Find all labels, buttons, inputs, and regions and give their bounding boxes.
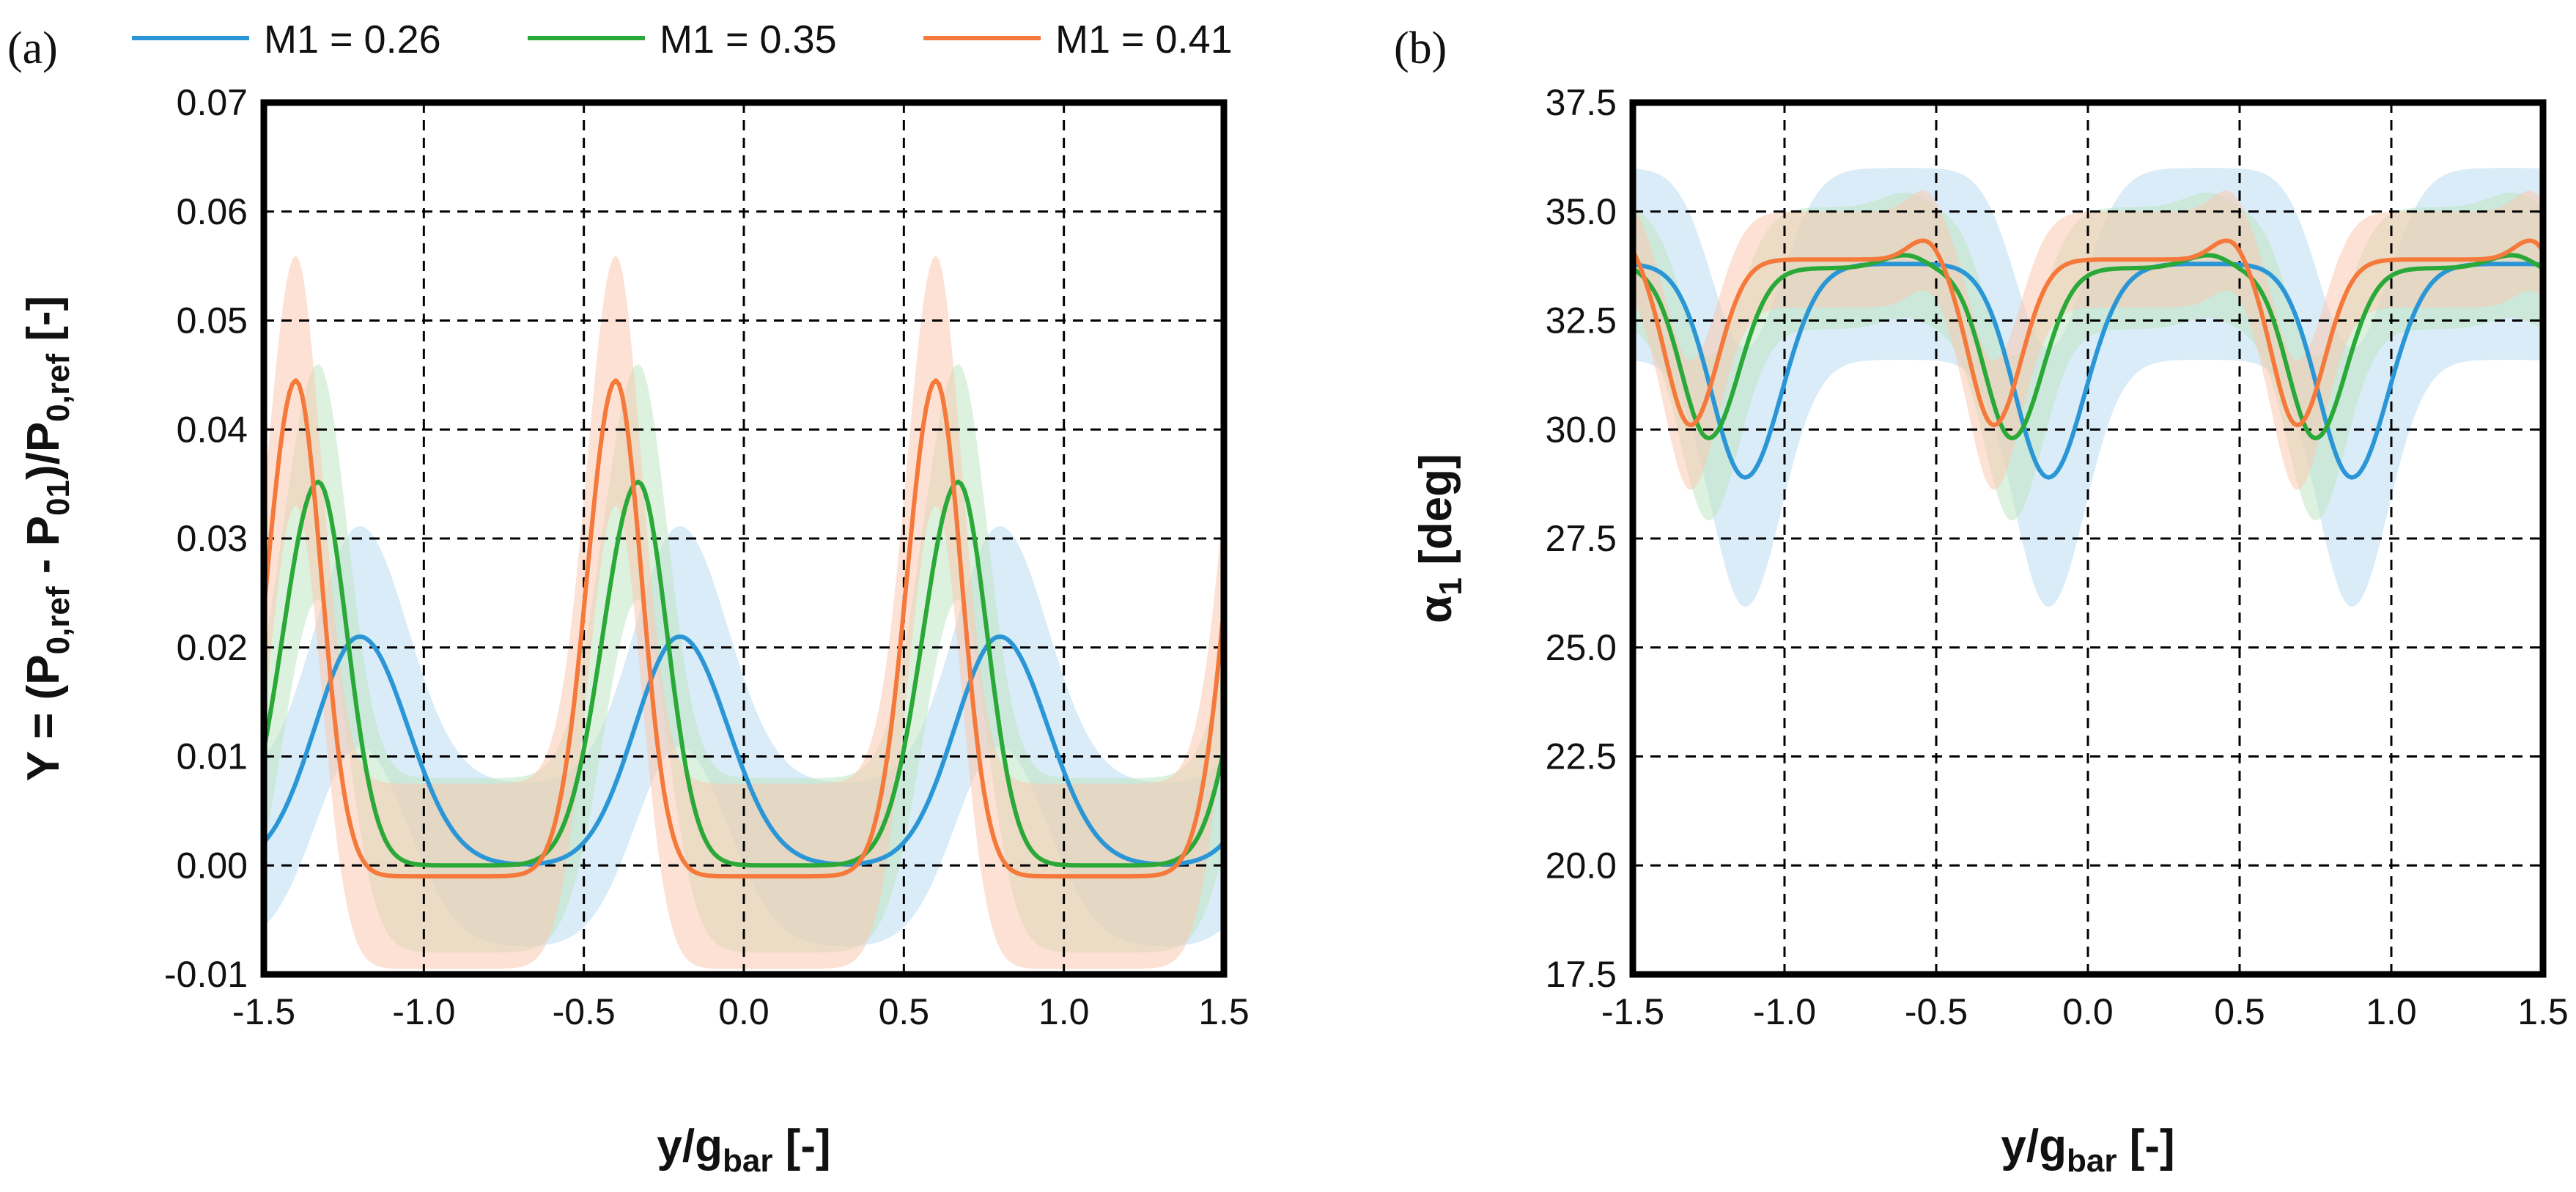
y-tick-label: 0.01: [177, 736, 248, 777]
series-line-2: [264, 479, 1224, 868]
y-tick-label: 32.5: [1546, 300, 1617, 341]
y-tick-label: 17.5: [1546, 954, 1617, 995]
legend: M1 = 0.26 M1 = 0.35 M1 = 0.41: [132, 18, 1233, 62]
y-tick-label: 0.04: [177, 409, 248, 450]
x-tick-label: -1.5: [1601, 991, 1664, 1032]
y-tick-label: 35.0: [1546, 191, 1617, 232]
series-line-3: [1633, 238, 2543, 428]
x-tick-label: -1.5: [232, 991, 295, 1032]
series-line-3: [264, 378, 1224, 879]
plot-content: [1633, 103, 2543, 974]
plot-content: [264, 103, 1224, 974]
series-line-1: [264, 634, 1224, 867]
y-tick-label: 20.0: [1546, 845, 1617, 886]
y-tick-label: 37.5: [1546, 82, 1617, 123]
x-tick-label: -0.5: [553, 991, 616, 1032]
legend-entry-3: M1 = 0.41: [923, 18, 1233, 62]
plot-frame: [1629, 99, 2547, 978]
panel-b-letter: (b): [1394, 23, 1447, 73]
y-tick-label: 0.06: [177, 191, 248, 232]
legend-label-1: M1 = 0.26: [264, 18, 441, 62]
y-tick-label: 22.5: [1546, 736, 1617, 777]
chart-panel-a: -1.5 -1.0 -0.5 0.0 0.5 1.0 1.5 -0.01 0.00 0.01 0.0…: [18, 82, 1250, 1179]
y-tick-label: 30.0: [1546, 409, 1617, 450]
x-tick-label: 0.5: [2214, 991, 2265, 1032]
legend-entry-2: M1 = 0.35: [528, 18, 837, 62]
x-tick-label: 0.5: [879, 991, 930, 1032]
panel-a-letter: (a): [7, 23, 58, 73]
chart-panel-b: -1.5 -1.0 -0.5 0.0 0.5 1.0 1.5 17.5 20.0 22.5 25.0…: [1411, 82, 2569, 1179]
x-tick-label: -0.5: [1905, 991, 1968, 1032]
series-line-2: [1633, 253, 2543, 441]
y-tick-label: 27.5: [1546, 518, 1617, 559]
y-axis-label: α1 [deg]: [1411, 454, 1469, 623]
y-tick-label: 0.03: [177, 518, 248, 559]
x-tick-label: 1.0: [1038, 991, 1090, 1032]
legend-label-3: M1 = 0.41: [1055, 18, 1233, 62]
y-tick-label: 25.0: [1546, 627, 1617, 668]
plot-frame: [260, 99, 1228, 978]
y-tick-label: 0.02: [177, 627, 248, 668]
y-tick-label: -0.01: [164, 954, 248, 995]
y-tick-label: 0.07: [177, 82, 248, 123]
y-tick-label: 0.00: [177, 845, 248, 886]
x-tick-label: 1.5: [1198, 991, 1250, 1032]
series-line-1: [1633, 262, 2543, 480]
y-tick-label: 0.05: [177, 300, 248, 341]
legend-entry-1: M1 = 0.26: [132, 18, 441, 62]
x-tick-label: 1.0: [2366, 991, 2417, 1032]
x-axis-label: y/gbar [-]: [657, 1121, 830, 1179]
legend-label-2: M1 = 0.35: [660, 18, 837, 62]
x-tick-label: -1.0: [1753, 991, 1816, 1032]
y-axis-label: Y = (P0,ref - P01)/P0,ref [-]: [18, 296, 76, 782]
x-tick-label: 0.0: [718, 991, 770, 1032]
x-tick-label: 0.0: [2062, 991, 2114, 1032]
x-axis-label: y/gbar [-]: [2001, 1121, 2174, 1179]
x-tick-label: -1.0: [392, 991, 455, 1032]
x-tick-label: 1.5: [2517, 991, 2569, 1032]
